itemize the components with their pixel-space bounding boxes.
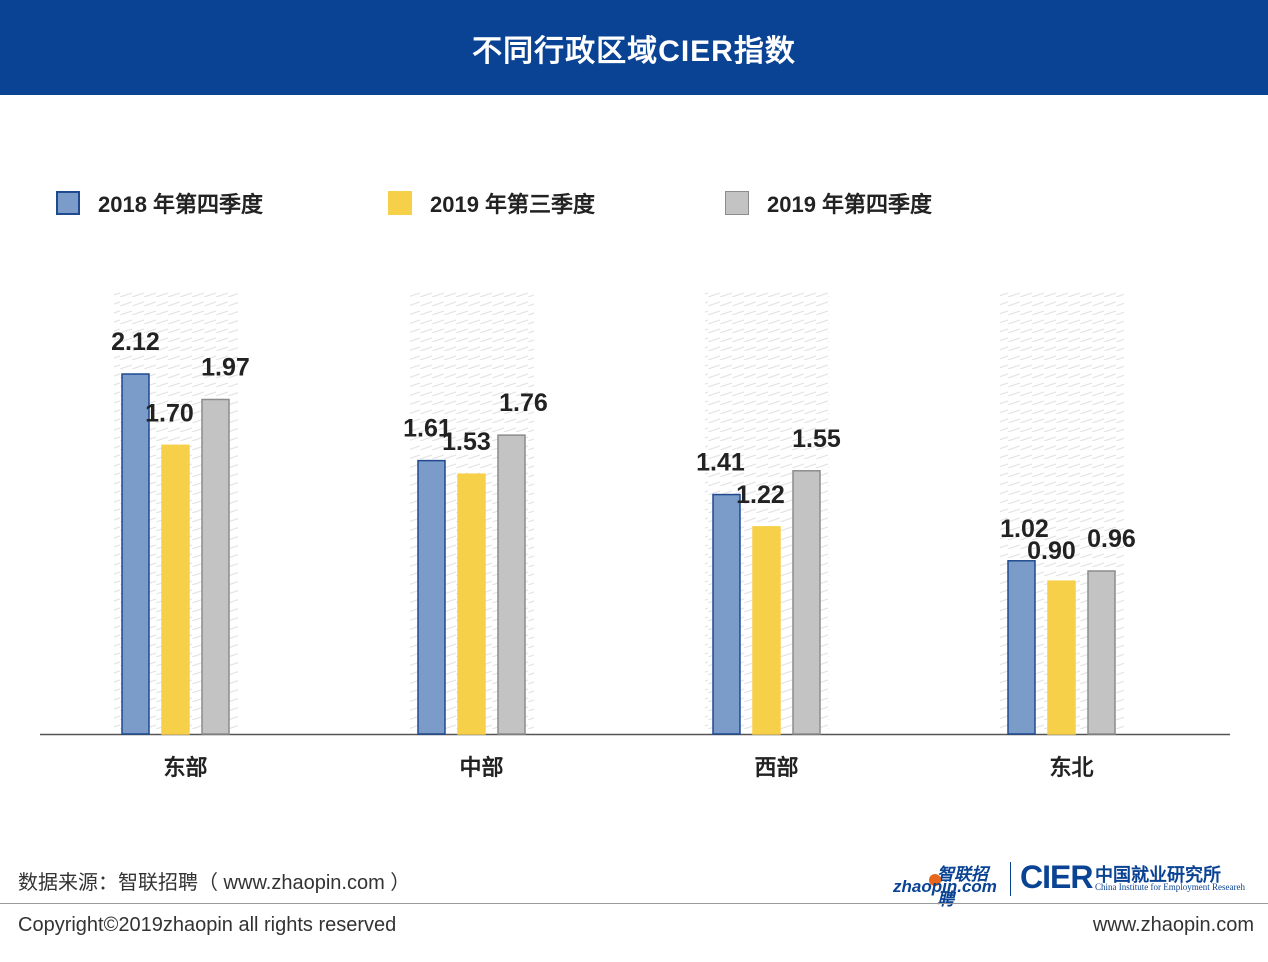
bar-西部-series-1 [712, 493, 741, 735]
cier-logo-cn: 中国就业研究所 [1095, 865, 1221, 885]
legend-swatch-2019-q4 [725, 191, 749, 215]
cier-logo-en: China Institute for Employment Researeh [1095, 882, 1245, 892]
legend-item-2019-q3: 2019 年第三季度 [388, 187, 595, 219]
bar-中部-series-2 [457, 473, 486, 735]
category-label-2: 中部 [459, 755, 503, 780]
data-label-中部-series-1: 1.61 [403, 415, 452, 443]
legend-label: 2018 年第四季度 [98, 192, 264, 217]
legend-label: 2019 年第四季度 [767, 192, 933, 217]
data-label-东北-series-2: 0.90 [1027, 537, 1076, 565]
zhaopin-logo: 智联招聘 zhaopin.com [893, 860, 1003, 909]
bar-东北-series-3 [1087, 570, 1116, 735]
data-label-东部-series-3: 1.97 [201, 353, 250, 381]
category-label-1: 东部 [163, 755, 207, 780]
data-label-西部-series-1: 1.41 [696, 449, 745, 477]
logo-separator [1010, 862, 1011, 896]
bar-东北-series-1 [1007, 560, 1036, 735]
bar-chart: 2.12 1.61 1.41 1.02 1.70 1.53 1.22 0.90 1.97 1.76… [40, 292, 1230, 780]
category-label-4: 东北 [1049, 755, 1093, 780]
footer-divider [0, 903, 1268, 904]
legend-label: 2019 年第三季度 [430, 192, 596, 217]
legend-item-2019-q4: 2019 年第四季度 [725, 187, 932, 219]
site-url: www.zhaopin.com [1092, 914, 1254, 936]
data-label-东北-series-3: 0.96 [1087, 525, 1136, 553]
zhaopin-logo-dot-icon [929, 874, 941, 886]
bar-东北-series-2 [1047, 580, 1076, 735]
bar-东部-series-1 [121, 373, 150, 735]
data-label-中部-series-2: 1.53 [442, 428, 491, 456]
data-label-西部-series-2: 1.22 [736, 481, 785, 509]
data-source: 数据来源：智联招聘（ www.zhaopin.com ） [18, 872, 411, 894]
copyright-text: Copyright©2019zhaopin all rights reserve… [18, 914, 397, 936]
data-label-中部-series-3: 1.76 [499, 389, 548, 417]
bar-东部-series-3 [201, 398, 230, 735]
cier-logo-mark: CIER [1020, 859, 1093, 895]
legend-swatch-2019-q3 [388, 191, 412, 215]
bar-西部-series-2 [752, 526, 781, 735]
zhaopin-logo-cn: 智联招聘 [937, 865, 988, 909]
category-label-3: 西部 [754, 755, 798, 780]
legend-item-2018-q4: 2018 年第四季度 [56, 187, 263, 219]
zhaopin-logo-en: zhaopin.com [893, 877, 997, 896]
data-label-东部-series-1: 2.12 [111, 328, 160, 356]
legend-swatch-2018-q4 [56, 191, 80, 215]
bar-东部-series-2 [161, 444, 190, 735]
bar-中部-series-1 [417, 459, 446, 735]
chart-legend: 2018 年第四季度 2019 年第三季度 2019 年第四季度 [0, 187, 1268, 223]
data-label-东北-series-1: 1.02 [1000, 515, 1049, 543]
page-title: 不同行政区域CIER指数 [0, 0, 1268, 95]
bar-中部-series-3 [497, 434, 526, 735]
data-label-东部-series-2: 1.70 [145, 399, 194, 427]
bar-西部-series-3 [792, 470, 821, 735]
data-label-西部-series-3: 1.55 [792, 425, 841, 453]
